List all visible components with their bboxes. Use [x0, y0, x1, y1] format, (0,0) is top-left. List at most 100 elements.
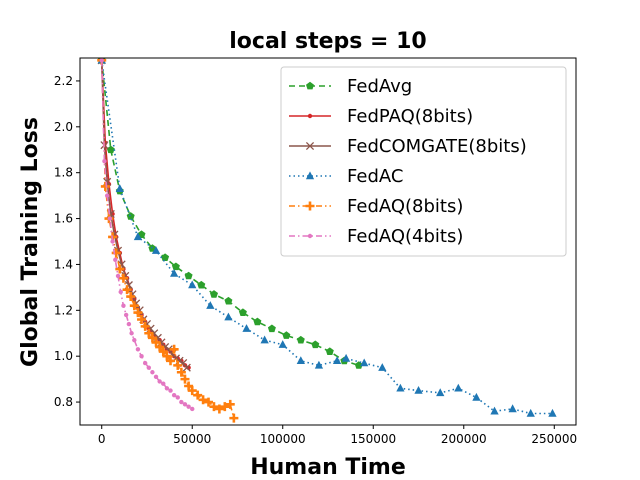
data-point [314, 360, 324, 369]
data-point [146, 365, 151, 370]
legend-item: FedAvg [289, 76, 412, 97]
data-point [153, 374, 159, 380]
data-point [155, 342, 165, 352]
series-FedAvg [97, 58, 363, 369]
x-axis-label: Human Time [250, 455, 406, 480]
data-point [184, 271, 193, 280]
data-point [147, 333, 157, 343]
data-point [126, 292, 136, 302]
data-point [198, 395, 208, 405]
data-point [129, 331, 134, 336]
data-point [157, 379, 162, 384]
series-layer [97, 58, 557, 423]
data-point [129, 301, 139, 311]
y-tick-label: 2.2 [54, 74, 73, 88]
x-tick-label: 50000 [173, 432, 211, 446]
data-point [197, 280, 206, 289]
data-point [332, 356, 342, 364]
data-point [142, 360, 148, 366]
legend-label: FedAQ(8bits) [347, 196, 463, 217]
data-point [267, 324, 276, 333]
data-point [260, 335, 269, 344]
data-point [225, 399, 235, 409]
legend-marker [305, 141, 315, 151]
data-point [107, 216, 113, 221]
data-point [175, 395, 180, 400]
legend-marker [305, 171, 315, 180]
data-point [137, 314, 147, 324]
data-point [115, 184, 124, 192]
legend-item: FedCOMGATE(8bits) [289, 136, 527, 157]
legend-label: FedCOMGATE(8bits) [347, 136, 527, 157]
x-tick-label: 150000 [350, 432, 396, 446]
data-point [168, 388, 173, 393]
data-point [204, 397, 214, 407]
data-point [151, 337, 161, 347]
series-FedAQ(4bits) [99, 58, 195, 412]
legend-label: FedAQ(4bits) [347, 226, 463, 247]
data-point [99, 58, 104, 63]
data-point [454, 383, 463, 392]
data-point [360, 358, 369, 367]
data-point [179, 399, 184, 405]
data-point [169, 344, 179, 354]
data-point [472, 392, 481, 401]
x-tick-label: 100000 [260, 432, 306, 446]
data-point [238, 308, 247, 316]
x-tick-label: 250000 [531, 432, 577, 446]
data-point [210, 290, 218, 298]
data-point [214, 404, 224, 414]
legend: FedAvg FedPAQ(8bits) FedCOMGATE(8bits) FedA… [280, 66, 567, 257]
legend-item: FedAQ(4bits) [289, 226, 463, 247]
data-point [188, 280, 197, 289]
legend-marker [307, 233, 313, 239]
data-point [396, 383, 405, 392]
legend-marker [306, 81, 314, 90]
data-point [206, 301, 215, 309]
data-point [139, 353, 144, 359]
data-point [162, 351, 172, 361]
series-FedAC [97, 58, 557, 417]
data-point [209, 402, 219, 412]
data-point [151, 246, 161, 254]
data-point [140, 321, 150, 331]
data-point [182, 363, 191, 372]
series-line [100, 60, 235, 419]
data-point [150, 370, 155, 375]
x-tick-label: 200000 [441, 432, 487, 446]
y-tick-label: 1.6 [54, 212, 73, 226]
y-axis: 0.8 1.0 1.2 1.4 1.6 1.8 2.0 2.2 [54, 74, 80, 409]
data-point [133, 308, 143, 318]
data-point [121, 303, 126, 308]
data-point [184, 381, 194, 391]
data-point [187, 386, 197, 396]
data-point [102, 159, 107, 164]
legend-marker [307, 113, 313, 119]
legend-label: FedAvg [347, 76, 412, 97]
data-point [296, 356, 305, 364]
data-point [242, 324, 251, 332]
legend-box [280, 66, 567, 257]
data-point [164, 386, 170, 391]
data-point [278, 340, 287, 348]
data-point [193, 390, 203, 400]
data-point [161, 253, 170, 261]
y-tick-label: 1.4 [54, 257, 73, 271]
y-tick-label: 1.2 [54, 303, 73, 317]
y-tick-label: 0.8 [54, 395, 73, 409]
series-FedAQ(8bits) [97, 58, 239, 423]
data-point [186, 404, 191, 409]
legend-item: FedPAQ(8bits) [289, 106, 473, 127]
data-point [115, 264, 125, 274]
data-point [296, 335, 305, 344]
data-point [180, 374, 190, 384]
data-point [118, 273, 128, 283]
data-point [111, 248, 121, 258]
legend-label: FedPAQ(8bits) [347, 106, 473, 127]
data-point [171, 262, 180, 271]
data-point [132, 337, 137, 343]
legend-item: FedAC [289, 166, 403, 187]
data-point [118, 289, 123, 295]
data-point [325, 347, 334, 355]
